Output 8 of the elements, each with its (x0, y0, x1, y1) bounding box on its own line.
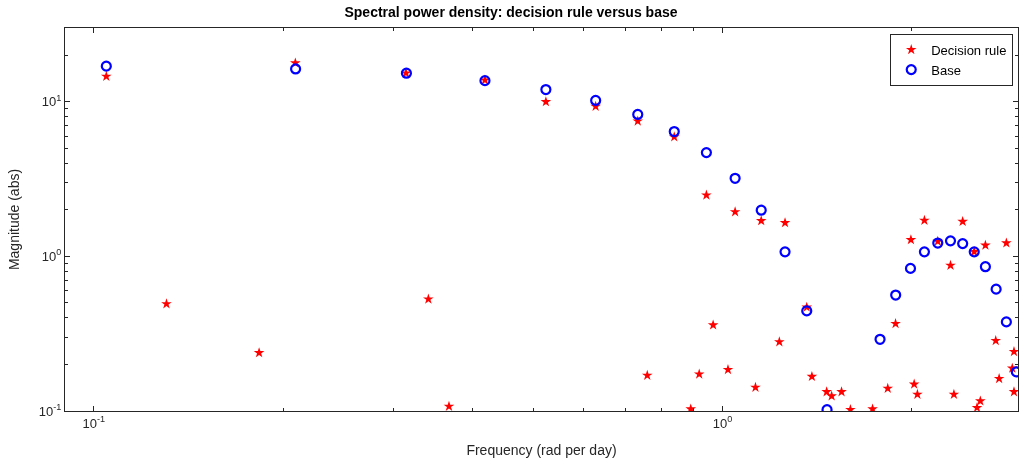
y-axis-title: Magnitude (abs) (6, 168, 23, 271)
y-tick-label: 10$^{0}$ (41, 247, 62, 264)
y-tick-label: 10$^{1}$ (41, 92, 62, 110)
y-tick-label: 10$^{-1}$ (38, 402, 62, 419)
legend-label: Decision rule (931, 42, 1007, 58)
x-axis-title: Frequency (rad per day) (466, 441, 617, 458)
chart-title: Spectral power density: decision rule versus base (344, 3, 678, 20)
legend-label: Base (931, 62, 961, 78)
